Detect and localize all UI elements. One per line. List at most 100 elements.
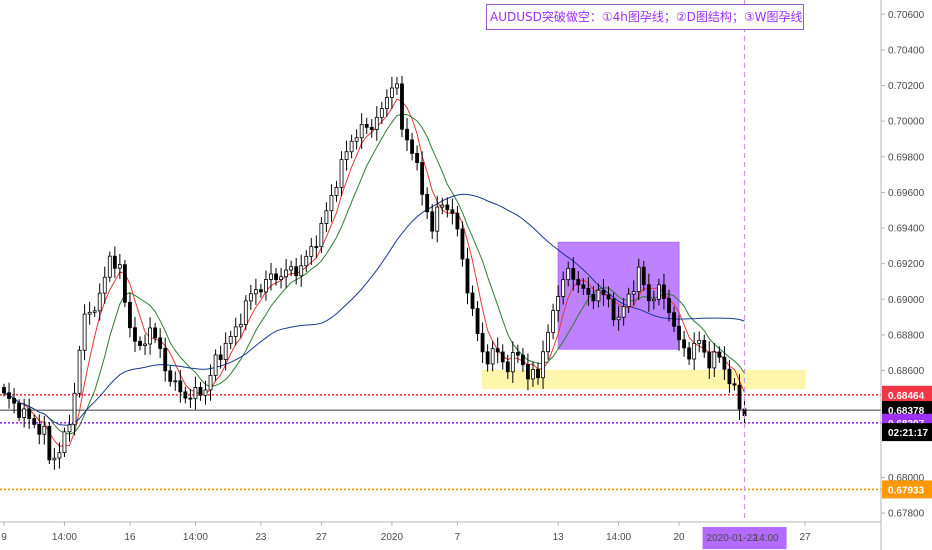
candle-body	[52, 457, 57, 461]
price-tag-label: 0.68378	[888, 406, 925, 417]
candle-body	[223, 342, 228, 360]
current-time-label: 14:00	[754, 533, 779, 544]
candle-body	[435, 206, 440, 232]
candle-body	[279, 276, 283, 281]
price-tick-label: 0.70400	[888, 45, 925, 56]
candle-body	[389, 87, 394, 98]
time-tick-label: 14:00	[183, 532, 208, 543]
candles	[2, 75, 747, 470]
candle-body	[470, 292, 475, 309]
candle-body	[42, 425, 47, 435]
strategy-annotation: AUDUSD突破做空：①4h图孕线；②D图结构；③W图孕线下破。	[486, 4, 804, 30]
candle-body	[551, 310, 556, 333]
candle-body	[97, 292, 102, 312]
candle-body	[314, 246, 319, 248]
candle-body	[616, 316, 621, 321]
candle-body	[107, 255, 112, 278]
candle-body	[117, 264, 122, 269]
ma-slow	[3, 193, 745, 426]
candle-body	[636, 266, 641, 292]
price-level-lines	[0, 393, 881, 491]
candle-body	[480, 333, 485, 353]
candle-body	[153, 327, 158, 339]
price-tick-label: 0.70200	[888, 81, 925, 92]
time-tick-label: 14:00	[606, 532, 631, 543]
candle-body	[682, 339, 687, 349]
date-tag-bg	[702, 527, 787, 549]
candle-body	[465, 258, 470, 294]
candle-body	[354, 137, 359, 142]
candle-body	[667, 298, 671, 314]
candle-body	[475, 308, 480, 334]
candle-body	[556, 296, 561, 312]
candle-body	[712, 351, 717, 369]
candle-body	[576, 278, 581, 286]
price-tag-bg	[882, 385, 932, 404]
candle-body	[561, 279, 566, 297]
candle-body	[178, 380, 183, 393]
candle-body	[722, 356, 727, 370]
candle-body	[641, 266, 646, 286]
candle-body	[566, 267, 571, 281]
candle-body	[697, 340, 702, 344]
price-tick-label: 0.69000	[888, 295, 925, 306]
candle-body	[67, 424, 72, 433]
candle-body	[395, 83, 399, 89]
candle-body	[520, 354, 525, 366]
candle-body	[359, 123, 364, 139]
candle-body	[203, 389, 208, 396]
candle-body	[228, 336, 233, 344]
candle-body	[536, 369, 540, 379]
candle-body	[611, 298, 616, 321]
candle-body	[208, 374, 213, 391]
candle-body	[138, 340, 142, 346]
candle-body	[591, 294, 596, 302]
candle-body	[218, 354, 223, 360]
candle-body	[289, 266, 294, 271]
support-band	[482, 370, 806, 389]
candle-body	[379, 108, 384, 118]
time-tick-label: 27	[316, 532, 328, 543]
candle-body	[410, 139, 414, 154]
candle-body	[596, 289, 601, 302]
candle-body	[485, 351, 490, 365]
candle-body	[490, 348, 495, 365]
price-tick-label: 0.70600	[888, 10, 925, 21]
candle-body	[163, 348, 168, 372]
candle-body	[319, 223, 324, 248]
candle-body	[339, 159, 344, 188]
time-tick-label: 14:00	[52, 532, 77, 543]
candle-body	[92, 310, 97, 313]
candle-body	[405, 128, 409, 141]
price-tick-label: 0.69200	[888, 259, 925, 270]
candle-body	[213, 354, 218, 376]
candle-body	[420, 162, 425, 195]
candle-body	[62, 431, 67, 454]
price-tick-label: 0.67800	[888, 509, 925, 520]
candle-body	[334, 187, 339, 196]
candle-body	[82, 313, 87, 351]
candle-body	[198, 387, 203, 396]
candle-body	[707, 351, 712, 369]
candle-body	[500, 351, 505, 363]
candle-body	[656, 284, 661, 300]
price-tick-label: 0.69800	[888, 152, 925, 163]
candle-body	[57, 452, 62, 459]
candle-body	[299, 265, 304, 277]
candle-body	[168, 370, 173, 382]
candle-body	[737, 384, 742, 410]
candle-body	[259, 289, 263, 293]
candle-body	[253, 289, 258, 295]
time-tick-label: 13	[553, 532, 565, 543]
candle-body	[349, 140, 354, 153]
candle-body	[606, 294, 611, 300]
candle-body	[717, 351, 722, 358]
price-tag-label: 0.67933	[888, 485, 925, 496]
time-tick-label: 20	[673, 532, 685, 543]
time-tick-label: 27	[799, 532, 811, 543]
candle-body	[183, 391, 188, 399]
time-tick-label: 23	[255, 532, 267, 543]
candle-body	[727, 368, 732, 385]
candle-body	[133, 327, 137, 342]
